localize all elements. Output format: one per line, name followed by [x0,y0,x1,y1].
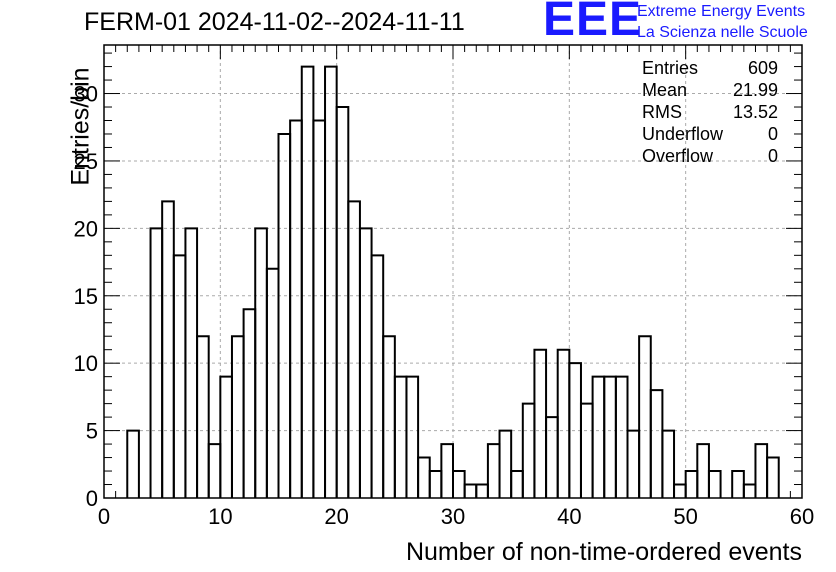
histogram-bin [324,65,338,498]
histogram-bin [696,443,710,498]
x-tick-label: 20 [324,504,348,529]
histogram-bin [335,106,350,498]
y-tick-label: 15 [74,284,98,309]
histogram-bin [312,119,327,498]
histogram-bin [731,470,745,498]
stats-row-underflow: Underflow 0 [642,124,778,146]
logo-tagline-2: La Scienza nelle Scuole [637,24,808,41]
histogram-bin [161,200,175,498]
histogram-bin [742,483,757,498]
eee-logo: EEE [543,0,643,46]
histogram-bin [370,254,385,498]
x-axis-label: Number of non-time-ordered events [405,538,802,566]
histogram-bin [219,375,233,498]
stats-key: Mean [642,80,688,100]
stats-row-entries: Entries 609 [642,58,778,80]
stats-key: Underflow [642,124,724,144]
stats-value: 609 [747,58,778,78]
histogram-bin [591,375,606,498]
stats-key: Overflow [642,146,714,166]
y-tick-label: 0 [86,486,98,511]
histogram-bin [207,443,222,498]
stats-value: 0 [767,146,778,166]
histogram-bin [707,470,722,498]
histogram-bin [172,254,187,498]
chart-title: FERM-01 2024-11-02--2024-11-11 [84,8,465,36]
histogram-bin [277,132,292,498]
histogram-bin [126,429,140,498]
y-tick-label: 20 [74,216,98,241]
histogram-bin [463,483,478,498]
histogram-bin [382,335,396,498]
histogram-bin [614,375,629,498]
y-tick-label: 5 [86,419,98,444]
histogram-bin [405,375,420,498]
histogram-bin [545,416,559,498]
x-tick-label: 60 [790,504,814,529]
stats-value: 13.52 [732,102,778,122]
histogram-bin [510,470,524,498]
histogram-bin [556,348,571,498]
stats-key: RMS [642,102,682,122]
y-tick-label: 30 [74,82,98,107]
histogram-bin [475,483,489,498]
logo-tagline-1: Extreme Energy Events [637,3,806,20]
x-tick-label: 30 [441,504,465,529]
y-tick-label: 25 [74,149,98,174]
x-tick-label: 40 [557,504,581,529]
histogram-bin [766,456,780,498]
stats-box: Entries 609 Mean 21.99 RMS 13.52 Underfl… [642,58,778,168]
x-tick-label: 50 [673,504,697,529]
histogram-bin [440,443,454,498]
histogram-bin [265,267,280,498]
histogram-bin [661,429,676,498]
histogram-bin [289,119,303,498]
histogram-bin [521,402,536,498]
histogram-bin [498,429,513,498]
y-axis-label: Entries/bin [66,67,95,186]
stats-value: 21.99 [732,80,778,100]
histogram-bin [300,65,315,498]
stats-key: Entries [642,58,699,78]
x-tick-label: 10 [208,504,232,529]
histogram-bin [533,348,548,498]
histogram-bin [626,429,641,498]
histogram-bin [673,483,687,498]
histogram-bin [638,335,652,498]
histogram-bin [579,402,594,498]
stats-row-mean: Mean 21.99 [642,80,778,102]
histogram-bin [230,335,245,498]
histogram-bin [486,443,501,498]
histogram-bin [754,443,769,498]
histogram-bin [684,470,699,498]
histogram-bin [603,375,617,498]
histogram-bin [347,200,361,498]
histogram-bin [649,389,664,498]
histogram-bin [417,456,431,498]
stats-value: 0 [767,124,778,144]
y-tick-label: 10 [74,351,98,376]
histogram-bin [428,470,443,498]
histogram-bin [242,308,257,498]
histogram-bin [452,470,466,498]
stats-row-rms: RMS 13.52 [642,102,778,124]
stats-row-overflow: Overflow 0 [642,146,778,168]
histogram-bin [393,375,408,498]
histogram-bin [196,335,210,498]
x-tick-label: 0 [98,504,110,529]
